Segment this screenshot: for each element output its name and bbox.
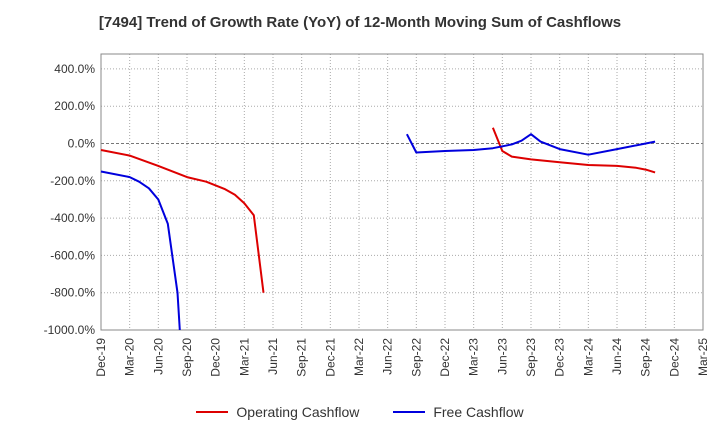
legend-label-operating-cashflow: Operating Cashflow: [236, 404, 360, 420]
legend-item-operating-cashflow: Operating Cashflow: [196, 404, 359, 420]
plot-frame: [100, 53, 704, 331]
x-tick-label: Dec-23: [553, 338, 567, 377]
x-tick-label: Sep-22: [409, 338, 423, 377]
y-tick-label: -400.0%: [50, 211, 95, 225]
y-tick-label: 200.0%: [54, 99, 95, 113]
y-tick-label: 400.0%: [54, 62, 95, 76]
x-tick-label: Mar-21: [237, 338, 251, 376]
y-tick-label: -600.0%: [50, 248, 95, 262]
x-tick-label: Jun-22: [381, 338, 395, 375]
x-tick-label: Jun-21: [266, 338, 280, 375]
legend-label-free-cashflow: Free Cashflow: [433, 404, 524, 420]
x-tick-label: Dec-19: [94, 338, 108, 377]
x-tick-label: Sep-20: [180, 338, 194, 377]
x-tick-label: Jun-23: [495, 338, 509, 375]
chart-title: [7494] Trend of Growth Rate (YoY) of 12-…: [98, 14, 622, 31]
x-tick-label: Mar-23: [467, 338, 481, 376]
x-tick-label: Dec-24: [667, 338, 681, 377]
x-tick-label: Mar-22: [352, 338, 366, 376]
x-tick-label: Sep-23: [524, 338, 538, 377]
legend-swatch-operating-cashflow: [196, 411, 229, 413]
x-tick-label: Jun-20: [151, 338, 165, 375]
series-line-operating-cashflow: [100, 149, 265, 293]
x-tick-label: Mar-20: [123, 338, 137, 376]
series-line-free-cashflow: [406, 133, 656, 156]
x-tick-label: Mar-25: [696, 338, 710, 376]
chart-legend: Operating Cashflow Free Cashflow: [0, 404, 720, 420]
y-tick-label: 0.0%: [68, 137, 96, 151]
x-tick-label: Jun-24: [610, 338, 624, 375]
x-tick-label: Dec-22: [438, 338, 452, 377]
y-tick-label: -1000.0%: [44, 323, 96, 337]
x-tick-label: Dec-21: [323, 338, 337, 377]
x-tick-label: Dec-20: [209, 338, 223, 377]
y-tick-label: -200.0%: [50, 174, 95, 188]
x-tick-label: Mar-24: [581, 338, 595, 376]
x-tick-label: Sep-21: [295, 338, 309, 377]
series-line-operating-cashflow: [491, 127, 656, 174]
series-line-free-cashflow: [100, 170, 181, 331]
y-tick-label: -800.0%: [50, 286, 95, 300]
legend-item-free-cashflow: Free Cashflow: [393, 404, 524, 420]
x-tick-label: Sep-24: [639, 338, 653, 377]
legend-swatch-free-cashflow: [393, 411, 426, 413]
